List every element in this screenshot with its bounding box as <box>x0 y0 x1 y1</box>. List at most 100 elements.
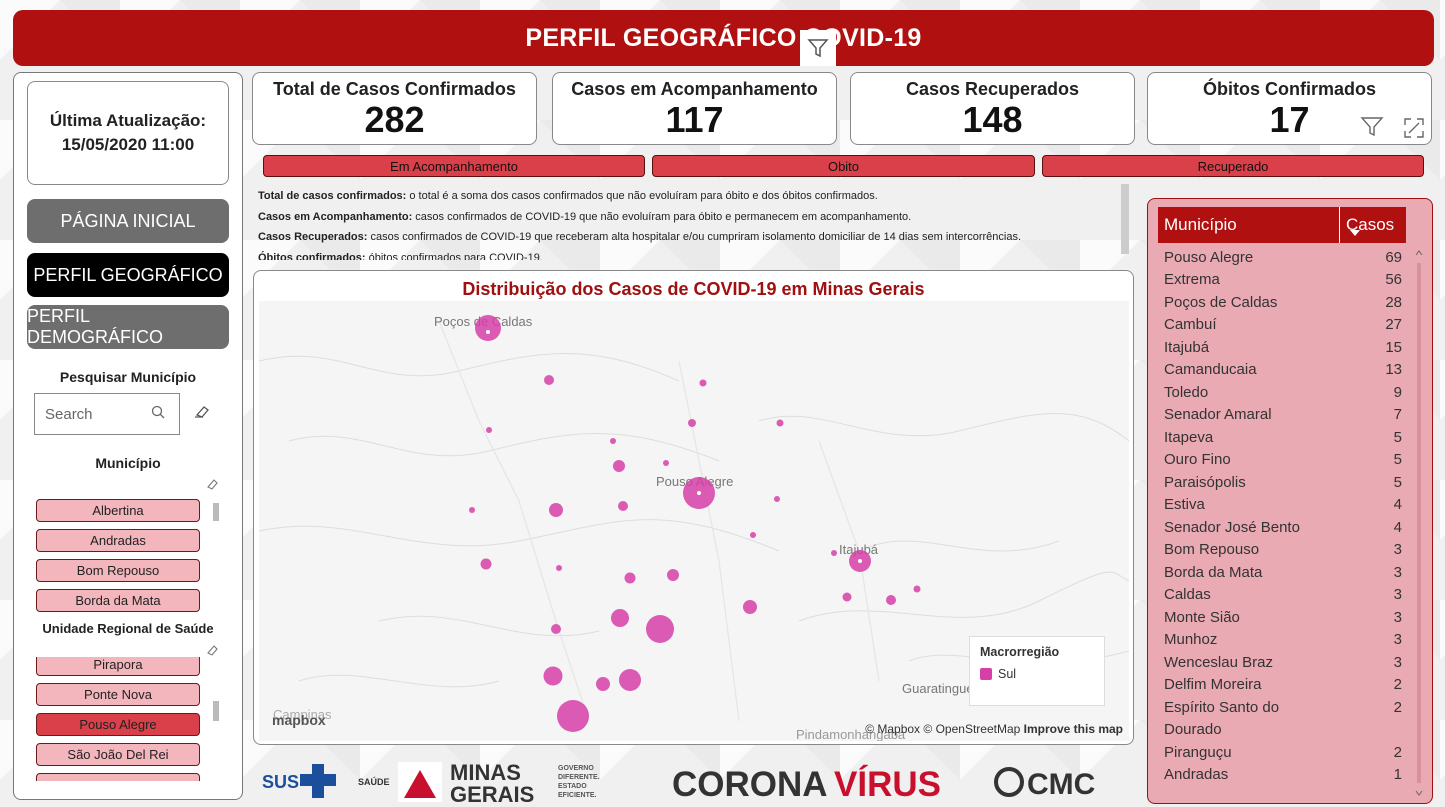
scrollbar-thumb[interactable] <box>213 701 219 721</box>
filter-icon[interactable] <box>800 30 836 66</box>
cell-municipio: Itapeva <box>1164 428 1214 446</box>
osm-credit-link[interactable]: © OpenStreetMap <box>923 722 1021 736</box>
scrollbar[interactable] <box>1121 184 1129 254</box>
cell-municipio: Borda da Mata <box>1164 563 1263 581</box>
table-row[interactable]: Itapeva 5 <box>1164 426 1402 449</box>
eraser-icon[interactable] <box>206 643 219 661</box>
column-header-label: Casos <box>1346 215 1395 234</box>
definition-line: Casos Recuperados: casos confirmados de … <box>258 231 1022 243</box>
cell-municipio: Itajubá <box>1164 338 1210 356</box>
map-point <box>750 532 756 538</box>
municipality-table: Município Casos Pouso Alegre 69 Extrema 56 P… <box>1147 198 1433 804</box>
status-button-recuperado[interactable]: Recuperado <box>1042 155 1424 177</box>
kpi-label: Casos em Acompanhamento <box>571 79 818 99</box>
table-row[interactable]: Cambuí 27 <box>1164 314 1402 337</box>
table-row[interactable]: Bom Repouso 3 <box>1164 539 1402 562</box>
expand-icon[interactable] <box>1403 117 1425 144</box>
slicer-item[interactable]: Albertina <box>36 499 200 522</box>
nav-home-button[interactable]: PÁGINA INICIAL <box>27 199 229 243</box>
cell-municipio: Delfim Moreira <box>1164 676 1262 694</box>
cell-casos: 2 <box>1393 698 1402 716</box>
table-row[interactable]: Extrema 56 <box>1164 269 1402 292</box>
improve-map-link[interactable]: Improve this map <box>1023 722 1123 736</box>
table-row[interactable]: Borda da Mata 3 <box>1164 561 1402 584</box>
legend-swatch <box>980 668 992 680</box>
definition-line: Total de casos confirmados: o total é a … <box>258 190 878 202</box>
status-button-acompanhamento[interactable]: Em Acompanhamento <box>263 155 645 177</box>
sus-logo: SUS <box>262 758 352 804</box>
table-row[interactable]: Itajubá 15 <box>1164 336 1402 359</box>
map-point <box>610 438 616 444</box>
map-point <box>551 624 561 634</box>
cell-casos: 4 <box>1393 496 1402 514</box>
table-body: Pouso Alegre 69 Extrema 56 Poços de Caldas 28… <box>1164 246 1402 786</box>
table-row[interactable]: Andradas 1 <box>1164 764 1402 787</box>
table-row[interactable]: Senador Amaral 7 <box>1164 404 1402 427</box>
slicer-item[interactable]: São João Del Rei <box>36 743 200 766</box>
slicer-item-selected[interactable]: Pouso Alegre <box>36 713 200 736</box>
eraser-icon[interactable] <box>206 477 219 495</box>
table-row[interactable]: Poços de Caldas 28 <box>1164 291 1402 314</box>
table-row[interactable]: Ouro Fino 5 <box>1164 449 1402 472</box>
cell-municipio: Cambuí <box>1164 316 1217 334</box>
map-point <box>624 572 636 584</box>
map-point <box>842 592 852 602</box>
cell-casos: 4 <box>1393 518 1402 536</box>
cell-casos: 13 <box>1385 361 1402 379</box>
scrollbar[interactable] <box>212 491 220 609</box>
slicer-item[interactable]: Borda da Mata <box>36 589 200 612</box>
cell-casos: 15 <box>1385 338 1402 356</box>
scrollbar[interactable] <box>1414 249 1424 799</box>
table-row[interactable]: Toledo 9 <box>1164 381 1402 404</box>
cell-municipio: Piranguçu <box>1164 743 1232 761</box>
status-button-obito[interactable]: Obito <box>652 155 1035 177</box>
table-row[interactable]: Estiva 4 <box>1164 494 1402 517</box>
filter-icon[interactable] <box>1360 115 1384 144</box>
table-row[interactable]: Pouso Alegre 69 <box>1164 246 1402 269</box>
search-input[interactable]: Search <box>34 393 180 435</box>
cell-municipio: Andradas <box>1164 766 1229 784</box>
kpi-obitos: Óbitos Confirmados 17 <box>1147 72 1432 145</box>
map-point <box>556 565 562 571</box>
table-row[interactable]: Monte Sião 3 <box>1164 606 1402 629</box>
city-label: Itajubá <box>839 542 879 557</box>
municipio-slicer-label: Município <box>95 455 161 471</box>
table-row[interactable]: Munhoz 3 <box>1164 629 1402 652</box>
cell-municipio: Caldas <box>1164 586 1211 604</box>
map-point <box>619 669 641 691</box>
slicer-item[interactable] <box>36 773 200 781</box>
column-header-casos[interactable]: Casos <box>1340 207 1394 243</box>
map-panel: Distribuição dos Casos de COVID-19 em Mi… <box>253 270 1134 745</box>
scrollbar[interactable] <box>212 661 220 779</box>
table-row[interactable]: Paraisópolis 5 <box>1164 471 1402 494</box>
cell-casos: 3 <box>1393 653 1402 671</box>
kpi-label: Total de Casos Confirmados <box>273 79 516 99</box>
scrollbar-thumb[interactable] <box>213 503 219 521</box>
slicer-item[interactable]: Bom Repouso <box>36 559 200 582</box>
table-row[interactable]: Caldas 3 <box>1164 584 1402 607</box>
slicer-item[interactable]: Andradas <box>36 529 200 552</box>
slicer-item[interactable]: Ponte Nova <box>36 683 200 706</box>
slicer-item[interactable]: Pirapora <box>36 657 200 676</box>
table-row[interactable]: Wenceslau Braz 3 <box>1164 651 1402 674</box>
mapbox-logo[interactable]: mapbox <box>272 712 326 728</box>
legend-item[interactable]: Sul <box>980 667 1094 681</box>
table-row[interactable]: Delfim Moreira 2 <box>1164 674 1402 697</box>
nav-geo-button[interactable]: PERFIL GEOGRÁFICO <box>27 253 229 297</box>
table-row[interactable]: Dourado <box>1164 719 1402 742</box>
eraser-icon[interactable] <box>194 404 210 423</box>
column-header-municipio[interactable]: Município <box>1158 207 1340 243</box>
table-row[interactable]: Piranguçu 2 <box>1164 741 1402 764</box>
cell-casos: 3 <box>1393 586 1402 604</box>
kpi-label: Casos Recuperados <box>905 79 1080 99</box>
kpi-total: Total de Casos Confirmados 282 <box>252 72 537 145</box>
minas-gerais-logo: MINAS GERAIS GOVERNO DIFERENTE. ESTADO E… <box>398 758 628 807</box>
cell-casos: 9 <box>1393 383 1402 401</box>
cell-casos: 28 <box>1385 293 1402 311</box>
nav-demo-button[interactable]: PERFIL DEMOGRÁFICO <box>27 305 229 349</box>
table-row[interactable]: Camanducaia 13 <box>1164 359 1402 382</box>
mapbox-credit-link[interactable]: © Mapbox <box>865 722 921 736</box>
table-row[interactable]: Senador José Bento 4 <box>1164 516 1402 539</box>
table-row[interactable]: Espírito Santo do 2 <box>1164 696 1402 719</box>
cell-municipio: Toledo <box>1164 383 1209 401</box>
